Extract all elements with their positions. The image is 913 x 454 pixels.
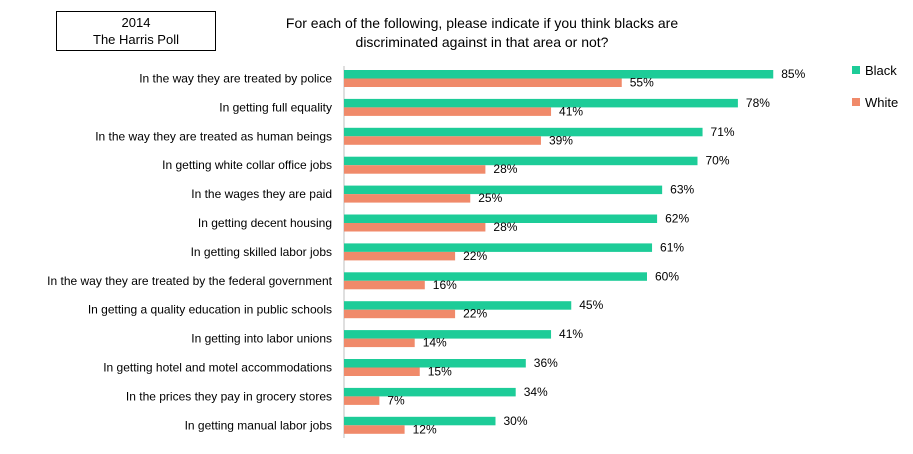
- data-label-black: 41%: [559, 327, 583, 341]
- category-label: In getting white collar office jobs: [162, 158, 332, 172]
- bar-black: [344, 243, 653, 252]
- bar-white: [344, 251, 456, 261]
- data-label-white: 28%: [493, 162, 517, 176]
- data-label-white: 15%: [428, 365, 452, 379]
- bar-black: [344, 70, 774, 79]
- data-label-black: 63%: [670, 183, 694, 197]
- data-label-white: 41%: [559, 104, 583, 118]
- bar-white: [344, 223, 486, 232]
- bar-white: [344, 165, 486, 174]
- category-label: In getting hotel and motel accommodation…: [103, 361, 332, 375]
- bar-black: [344, 416, 496, 426]
- bar-white: [344, 194, 471, 203]
- bar-white: [344, 107, 552, 116]
- data-label-white: 12%: [413, 422, 437, 436]
- bar-white: [344, 280, 425, 290]
- data-label-white: 22%: [463, 307, 487, 321]
- source-name: The Harris Poll: [93, 32, 179, 47]
- data-label-black: 30%: [504, 414, 528, 428]
- data-label-black: 61%: [660, 240, 684, 254]
- data-label-white: 25%: [478, 191, 502, 205]
- data-label-black: 60%: [655, 269, 679, 283]
- bar-white: [344, 367, 420, 376]
- data-label-black: 70%: [706, 154, 730, 168]
- data-label-black: 78%: [746, 96, 770, 110]
- legend-swatch-black: [852, 66, 860, 74]
- category-label: In the way they are treated by police: [139, 72, 332, 86]
- category-label: In getting full equality: [219, 100, 332, 114]
- category-label: In getting skilled labor jobs: [191, 245, 332, 259]
- legend: Black White: [852, 62, 898, 126]
- bar-black: [344, 272, 647, 281]
- category-label: In the way they are treated as human bei…: [95, 129, 332, 143]
- data-label-white: 39%: [549, 133, 573, 147]
- bar-black: [344, 301, 572, 310]
- chart-title: For each of the following, please indica…: [262, 14, 702, 52]
- bar-white: [344, 78, 622, 87]
- data-label-white: 55%: [630, 76, 654, 90]
- bar-black: [344, 387, 516, 397]
- chart-title-line-1: For each of the following, please indica…: [285, 15, 679, 31]
- data-label-black: 36%: [534, 356, 558, 370]
- bar-black: [344, 359, 526, 368]
- data-label-white: 16%: [433, 278, 457, 292]
- bar-white: [344, 338, 415, 348]
- legend-item-white: White: [852, 94, 898, 110]
- data-label-white: 14%: [423, 336, 447, 350]
- bar-black: [344, 127, 703, 137]
- source-box: 2014 The Harris Poll: [56, 11, 216, 51]
- bar-white: [344, 136, 541, 145]
- bar-black: [344, 98, 738, 108]
- data-label-white: 22%: [463, 249, 487, 263]
- legend-item-black: Black: [852, 62, 898, 78]
- category-label: In getting into labor unions: [191, 332, 332, 346]
- category-label: In getting decent housing: [198, 216, 332, 230]
- bar-white: [344, 309, 456, 319]
- legend-label-black: Black: [865, 62, 897, 78]
- category-label: In the wages they are paid: [191, 187, 332, 201]
- bar-black: [344, 156, 698, 166]
- data-label-black: 71%: [711, 125, 735, 139]
- data-label-white: 7%: [387, 393, 405, 407]
- category-label: In getting manual labor jobs: [185, 418, 332, 432]
- legend-label-white: White: [865, 94, 899, 110]
- bar-black: [344, 185, 663, 195]
- data-label-black: 34%: [524, 385, 548, 399]
- data-label-black: 62%: [665, 212, 689, 226]
- bar-white: [344, 396, 380, 405]
- chart-title-line-2: discriminated against in that area or no…: [355, 34, 609, 50]
- category-label: In the prices they pay in grocery stores: [126, 389, 332, 403]
- source-year: 2014: [121, 15, 151, 30]
- bar-black: [344, 214, 658, 223]
- bar-white: [344, 425, 405, 434]
- data-label-black: 85%: [781, 67, 805, 81]
- category-label: In the way they are treated by the feder…: [47, 274, 333, 288]
- data-label-black: 45%: [579, 298, 603, 312]
- bar-black: [344, 330, 552, 339]
- legend-swatch-white: [852, 98, 860, 106]
- data-label-white: 28%: [493, 220, 517, 234]
- category-label: In getting a quality education in public…: [88, 303, 332, 317]
